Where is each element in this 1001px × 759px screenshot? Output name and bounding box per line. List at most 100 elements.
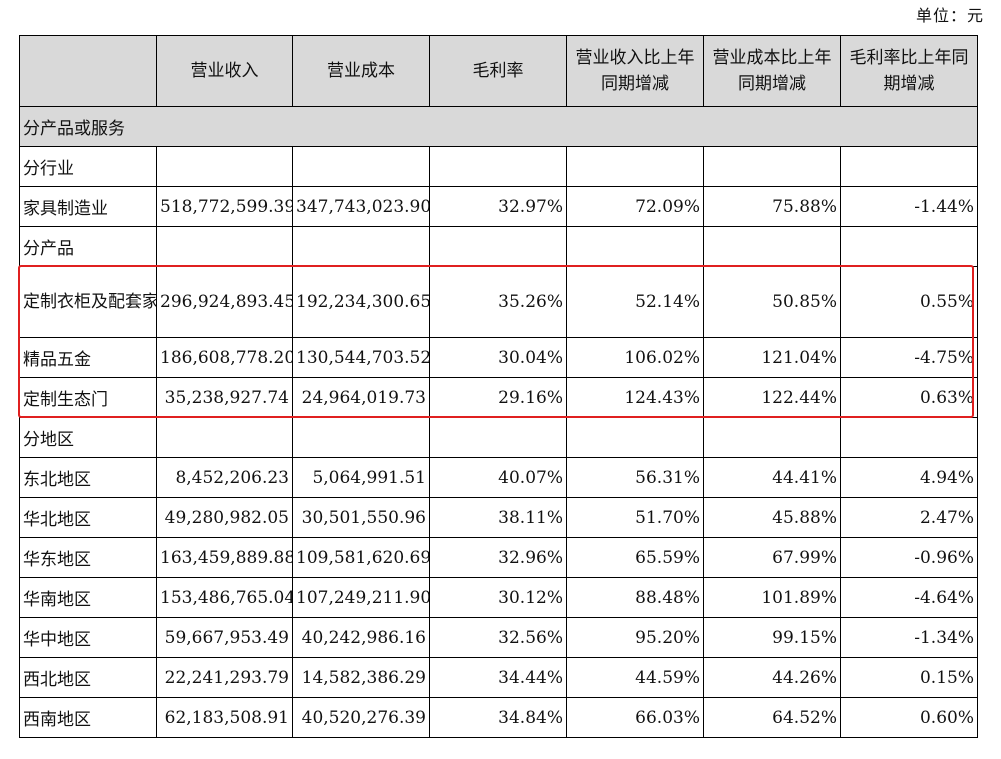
group-row-region: 分地区 bbox=[19, 417, 978, 458]
cell-cost: 24,964,019.73 bbox=[292, 377, 430, 418]
cell-revenue: 186,608,778.20 bbox=[156, 337, 293, 378]
cell-gross-margin: 34.44% bbox=[429, 657, 567, 698]
cell-cost-yoy: 44.26% bbox=[703, 657, 841, 698]
table-row: 华北地区 49,280,982.05 30,501,550.96 38.11% … bbox=[19, 497, 978, 538]
cell-revenue-yoy: 51.70% bbox=[566, 497, 704, 538]
cell-margin-yoy: 0.60% bbox=[840, 697, 978, 738]
cell-cost-yoy: 67.99% bbox=[703, 537, 841, 578]
header-margin-yoy: 毛利率比上年同期增减 bbox=[840, 35, 978, 107]
section-row: 分产品或服务 bbox=[19, 106, 978, 147]
cell-margin-yoy: -1.44% bbox=[840, 186, 978, 227]
cell-gross-margin: 29.16% bbox=[429, 377, 567, 418]
cell-gross-margin: 38.11% bbox=[429, 497, 567, 538]
group-row-product: 分产品 bbox=[19, 226, 978, 267]
cell-margin-yoy: 0.15% bbox=[840, 657, 978, 698]
cell-cost: 192,234,300.65 bbox=[292, 266, 430, 338]
cell-revenue-yoy: 95.20% bbox=[566, 617, 704, 658]
cell-revenue: 8,452,206.23 bbox=[156, 457, 293, 498]
row-label: 定制生态门 bbox=[19, 377, 157, 418]
cell-cost: 130,544,703.52 bbox=[292, 337, 430, 378]
table-row: 华中地区 59,667,953.49 40,242,986.16 32.56% … bbox=[19, 617, 978, 658]
cell-revenue: 49,280,982.05 bbox=[156, 497, 293, 538]
cell-revenue: 153,486,765.04 bbox=[156, 577, 293, 618]
table-header-row: 营业收入 营业成本 毛利率 营业收入比上年同期增减 营业成本比上年同期增减 毛利… bbox=[19, 35, 978, 107]
header-revenue: 营业收入 bbox=[156, 35, 293, 107]
row-label: 定制衣柜及配套家居 bbox=[19, 266, 157, 338]
cell-cost-yoy: 75.88% bbox=[703, 186, 841, 227]
cell-revenue: 163,459,889.88 bbox=[156, 537, 293, 578]
group-label: 分行业 bbox=[19, 146, 157, 187]
cell-cost-yoy: 121.04% bbox=[703, 337, 841, 378]
cell-revenue: 518,772,599.39 bbox=[156, 186, 293, 227]
header-revenue-yoy: 营业收入比上年同期增减 bbox=[566, 35, 704, 107]
cell-revenue-yoy: 124.43% bbox=[566, 377, 704, 418]
row-label: 华东地区 bbox=[19, 537, 157, 578]
row-label: 华南地区 bbox=[19, 577, 157, 618]
cell-revenue: 22,241,293.79 bbox=[156, 657, 293, 698]
cell-cost-yoy: 101.89% bbox=[703, 577, 841, 618]
table-row: 东北地区 8,452,206.23 5,064,991.51 40.07% 56… bbox=[19, 457, 978, 498]
row-label: 华中地区 bbox=[19, 617, 157, 658]
group-label: 分地区 bbox=[19, 417, 157, 458]
cell-cost: 5,064,991.51 bbox=[292, 457, 430, 498]
cell-margin-yoy: -0.96% bbox=[840, 537, 978, 578]
cell-revenue-yoy: 66.03% bbox=[566, 697, 704, 738]
cell-revenue-yoy: 44.59% bbox=[566, 657, 704, 698]
table-row: 西北地区 22,241,293.79 14,582,386.29 34.44% … bbox=[19, 657, 978, 698]
table-row: 西南地区 62,183,508.91 40,520,276.39 34.84% … bbox=[19, 697, 978, 738]
row-label: 精品五金 bbox=[19, 337, 157, 378]
header-gross-margin: 毛利率 bbox=[429, 35, 567, 107]
cell-cost: 14,582,386.29 bbox=[292, 657, 430, 698]
cell-revenue-yoy: 52.14% bbox=[566, 266, 704, 338]
cell-cost-yoy: 122.44% bbox=[703, 377, 841, 418]
cell-revenue-yoy: 106.02% bbox=[566, 337, 704, 378]
cell-revenue-yoy: 56.31% bbox=[566, 457, 704, 498]
cell-margin-yoy: -4.75% bbox=[840, 337, 978, 378]
cell-revenue: 59,667,953.49 bbox=[156, 617, 293, 658]
row-label: 东北地区 bbox=[19, 457, 157, 498]
cell-margin-yoy: 0.55% bbox=[840, 266, 978, 338]
cell-revenue-yoy: 72.09% bbox=[566, 186, 704, 227]
cell-cost-yoy: 99.15% bbox=[703, 617, 841, 658]
cell-cost: 40,520,276.39 bbox=[292, 697, 430, 738]
cell-cost-yoy: 50.85% bbox=[703, 266, 841, 338]
table-row: 华东地区 163,459,889.88 109,581,620.69 32.96… bbox=[19, 537, 978, 578]
cell-gross-margin: 34.84% bbox=[429, 697, 567, 738]
header-cost: 营业成本 bbox=[292, 35, 430, 107]
cell-cost-yoy: 45.88% bbox=[703, 497, 841, 538]
table-row: 定制衣柜及配套家居 296,924,893.45 192,234,300.65 … bbox=[19, 266, 978, 338]
group-label: 分产品 bbox=[19, 226, 157, 267]
unit-label: 单位：元 bbox=[915, 6, 984, 25]
cell-margin-yoy: 4.94% bbox=[840, 457, 978, 498]
cell-cost: 109,581,620.69 bbox=[292, 537, 430, 578]
header-cell-blank bbox=[19, 35, 157, 107]
cell-gross-margin: 32.96% bbox=[429, 537, 567, 578]
header-cost-yoy: 营业成本比上年同期增减 bbox=[703, 35, 841, 107]
group-row-industry: 分行业 bbox=[19, 146, 978, 187]
cell-cost: 347,743,023.90 bbox=[292, 186, 430, 227]
cell-cost: 40,242,986.16 bbox=[292, 617, 430, 658]
cell-cost-yoy: 64.52% bbox=[703, 697, 841, 738]
cell-gross-margin: 40.07% bbox=[429, 457, 567, 498]
segment-revenue-table: 营业收入 营业成本 毛利率 营业收入比上年同期增减 营业成本比上年同期增减 毛利… bbox=[19, 35, 978, 738]
cell-revenue: 62,183,508.91 bbox=[156, 697, 293, 738]
cell-margin-yoy: 0.63% bbox=[840, 377, 978, 418]
cell-revenue: 296,924,893.45 bbox=[156, 266, 293, 338]
cell-cost: 107,249,211.90 bbox=[292, 577, 430, 618]
cell-gross-margin: 32.56% bbox=[429, 617, 567, 658]
cell-cost: 30,501,550.96 bbox=[292, 497, 430, 538]
table-row: 定制生态门 35,238,927.74 24,964,019.73 29.16%… bbox=[19, 377, 978, 418]
cell-gross-margin: 30.04% bbox=[429, 337, 567, 378]
cell-margin-yoy: -1.34% bbox=[840, 617, 978, 658]
cell-gross-margin: 30.12% bbox=[429, 577, 567, 618]
table-row: 华南地区 153,486,765.04 107,249,211.90 30.12… bbox=[19, 577, 978, 618]
cell-margin-yoy: 2.47% bbox=[840, 497, 978, 538]
cell-cost-yoy: 44.41% bbox=[703, 457, 841, 498]
cell-revenue-yoy: 65.59% bbox=[566, 537, 704, 578]
table-row: 精品五金 186,608,778.20 130,544,703.52 30.04… bbox=[19, 337, 978, 378]
section-title: 分产品或服务 bbox=[19, 106, 978, 147]
row-label: 华北地区 bbox=[19, 497, 157, 538]
row-label: 西南地区 bbox=[19, 697, 157, 738]
cell-gross-margin: 32.97% bbox=[429, 186, 567, 227]
cell-gross-margin: 35.26% bbox=[429, 266, 567, 338]
